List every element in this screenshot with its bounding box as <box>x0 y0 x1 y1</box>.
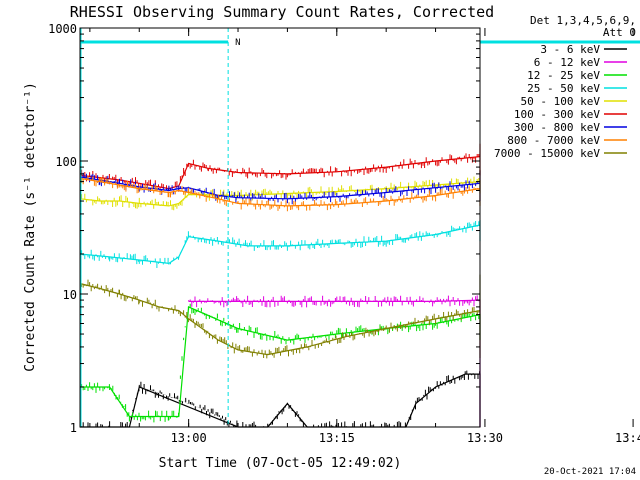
legend-label: 3 - 6 keV <box>540 43 600 56</box>
y-tick-label: 100 <box>55 155 77 169</box>
series-7 <box>79 169 481 212</box>
series-noise <box>79 303 480 423</box>
series-0 <box>79 370 481 428</box>
series-noise <box>79 174 480 212</box>
series-3 <box>79 220 481 268</box>
series-line <box>80 373 481 428</box>
series-layer <box>79 143 481 428</box>
legend-label: 12 - 25 keV <box>527 69 600 82</box>
legend-header: Att 0 <box>603 26 636 39</box>
legend-label: 50 - 100 keV <box>521 95 601 108</box>
legend-header: Det 1,3,4,5,6,9, <box>530 14 636 27</box>
series-8 <box>79 274 481 359</box>
legend-label: 6 - 12 keV <box>534 56 601 69</box>
x-tick-label: 13:45 <box>615 431 640 445</box>
timestamp: 20-Oct-2021 17:04 <box>544 467 636 477</box>
series-line <box>79 274 481 358</box>
series-line <box>79 220 481 265</box>
y-tick-label: 1 <box>70 421 77 435</box>
night-label: N <box>235 38 240 48</box>
legend-label: 100 - 300 keV <box>514 108 600 121</box>
x-tick-label: 13:15 <box>319 431 355 445</box>
x-axis-label: Start Time (07-Oct-05 12:49:02) <box>159 456 402 471</box>
plot-frame <box>79 27 481 428</box>
legend-label: 300 - 800 keV <box>514 121 600 134</box>
plot-area: N 13:0013:1513:3013:4514:0014:1511010010… <box>48 22 640 445</box>
legend-label: 25 - 50 keV <box>527 82 600 95</box>
series-noise <box>79 221 480 268</box>
chart-title: RHESSI Observing Summary Count Rates, Co… <box>70 3 494 21</box>
x-tick-label: 13:30 <box>467 431 503 445</box>
y-tick-label: 10 <box>63 288 77 302</box>
y-axis-label: Corrected Count Rate (s⁻¹ detector⁻¹) <box>23 82 38 372</box>
series-1 <box>188 295 481 427</box>
series-noise <box>188 295 480 308</box>
series-6 <box>79 170 481 205</box>
series-line <box>79 143 481 190</box>
legend-label: 800 - 7000 keV <box>507 134 600 147</box>
series-noise <box>79 171 480 205</box>
series-noise <box>79 370 481 427</box>
series-line <box>79 169 481 207</box>
y-tick-label: 1000 <box>48 22 77 36</box>
x-tick-label: 13:00 <box>171 431 207 445</box>
series-noise <box>79 279 480 359</box>
legend-label: 7000 - 15000 keV <box>494 147 600 160</box>
